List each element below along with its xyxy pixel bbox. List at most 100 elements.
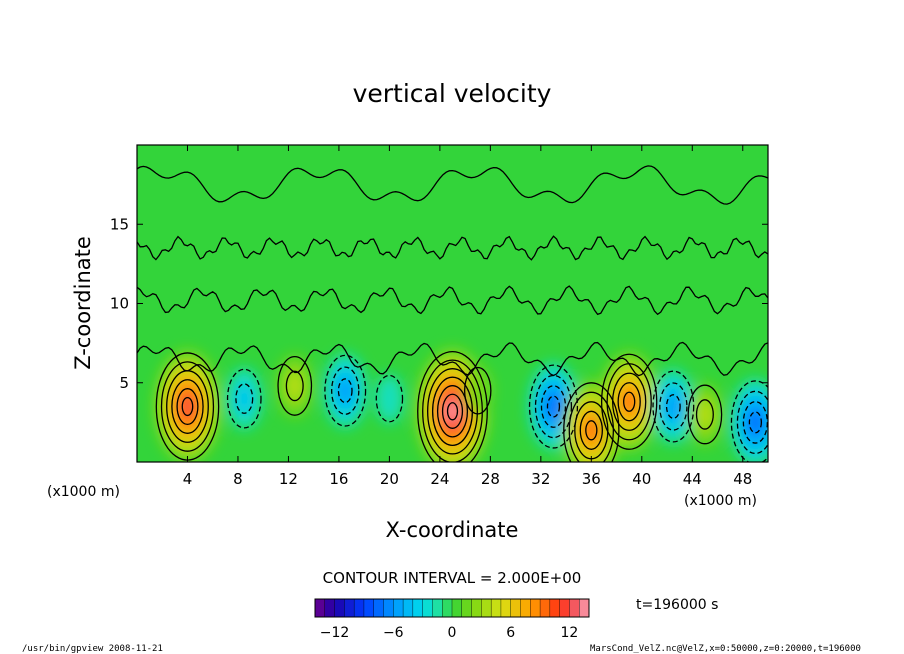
contour-line	[171, 379, 204, 434]
colorbar-cell	[461, 598, 473, 618]
colorbar-cell	[442, 598, 453, 618]
field-patch	[547, 395, 560, 418]
field-patch	[447, 402, 458, 421]
y-axis: 5 10 15	[110, 215, 768, 392]
x-tick-label: 20	[380, 470, 399, 488]
contour-line	[623, 391, 636, 412]
x-axis: 4 8 12 16 20 24 28 32 36 40 44 48	[183, 145, 752, 488]
x-tick-label: 44	[683, 470, 702, 488]
contour-line	[652, 370, 695, 443]
y-axis-label: Z-coordinate	[71, 236, 95, 370]
chart-title: vertical velocity	[353, 79, 552, 108]
contour-line	[446, 402, 459, 421]
x-tick-label: 36	[582, 470, 601, 488]
contour-line	[235, 383, 254, 414]
colorbar-cell	[363, 598, 375, 618]
colorbar-cell	[432, 598, 443, 618]
contour-layer	[137, 165, 768, 462]
x-tick-label: 24	[430, 470, 449, 488]
contour-line	[659, 382, 688, 431]
contour-line	[600, 353, 658, 450]
colorbar-frame	[314, 598, 590, 618]
contour-line	[331, 366, 360, 415]
field-patch	[666, 394, 681, 419]
contour-line	[463, 366, 492, 415]
contour-line	[585, 420, 598, 441]
x-unit-left: (x1000 m)	[47, 484, 120, 500]
contour-line	[528, 364, 579, 449]
colorbar-cell	[373, 598, 385, 618]
plot-area	[136, 144, 769, 463]
field-patch	[749, 411, 762, 434]
contour-line	[160, 361, 215, 452]
contour-line	[748, 411, 763, 434]
contour-line	[540, 385, 567, 428]
colorbar-cell	[569, 598, 580, 618]
contour-line	[137, 235, 768, 261]
contour-line	[277, 356, 313, 416]
contour-interval: CONTOUR INTERVAL = 2.000E+00	[323, 569, 582, 587]
time-label: t=196000 s	[636, 597, 718, 613]
field-patch	[585, 420, 598, 441]
contour-line	[324, 354, 367, 427]
contour-line	[579, 410, 603, 450]
y-tick-label: 5	[119, 374, 129, 392]
colorbar-cell	[314, 598, 326, 618]
colorbar-cell	[490, 598, 502, 618]
contour-line	[436, 385, 469, 438]
contour-line	[546, 395, 561, 418]
colorbar-cell	[412, 598, 424, 618]
colorbar-cell	[402, 598, 414, 618]
colorbar-cell	[559, 598, 570, 618]
contour-line	[285, 370, 304, 402]
colorbar-tick-label: 6	[506, 625, 515, 641]
field-patch	[285, 370, 304, 402]
x-tick-label: 8	[233, 470, 243, 488]
contour-line	[137, 165, 768, 205]
colorbar-cell	[520, 598, 531, 618]
contour-line	[181, 396, 194, 417]
x-tick-label: 16	[329, 470, 348, 488]
colorbar-tick-label: 12	[561, 625, 579, 641]
contour-line	[563, 382, 620, 462]
contour-line	[422, 359, 483, 462]
colorbar-cell	[510, 598, 522, 618]
colorbar-cell	[481, 598, 492, 618]
y-tick-label: 10	[110, 295, 129, 313]
x-tick-label: 12	[279, 470, 298, 488]
colorbar-cell	[334, 598, 345, 618]
colorbar-cell	[353, 598, 365, 618]
contour-line	[176, 388, 199, 426]
x-tick-label: 48	[733, 470, 752, 488]
field-patch	[338, 378, 353, 404]
contour-line	[226, 368, 262, 429]
colorbar-tick-label: −6	[383, 625, 404, 641]
colorbar-cell	[579, 598, 590, 618]
x-tick-label: 32	[531, 470, 550, 488]
contour-line	[427, 368, 478, 455]
contour-line	[742, 401, 768, 444]
colorbar-cell	[324, 598, 336, 618]
contour-line	[417, 350, 488, 462]
contour-line	[534, 374, 573, 439]
field-patch	[235, 383, 254, 414]
colorbar-ticks: −12 −6 0 6 12	[320, 625, 579, 641]
contour-line	[441, 393, 464, 429]
colorbar	[314, 598, 590, 618]
field-patch	[463, 366, 492, 416]
colorbar-cell	[500, 598, 512, 618]
colorbar-cell	[451, 598, 463, 618]
field-patch	[375, 374, 404, 423]
colorbar-cell	[383, 598, 394, 618]
field-patch	[696, 399, 714, 430]
contour-line	[617, 382, 641, 422]
contour-line	[375, 374, 404, 423]
colorbar-tick-label: −12	[320, 625, 350, 641]
colorbar-cell	[471, 598, 482, 618]
contour-line	[687, 384, 723, 445]
colorbar-cell	[393, 598, 404, 618]
x-unit-right: (x1000 m)	[684, 493, 757, 509]
x-tick-label: 4	[183, 470, 193, 488]
contour-line	[337, 378, 353, 404]
